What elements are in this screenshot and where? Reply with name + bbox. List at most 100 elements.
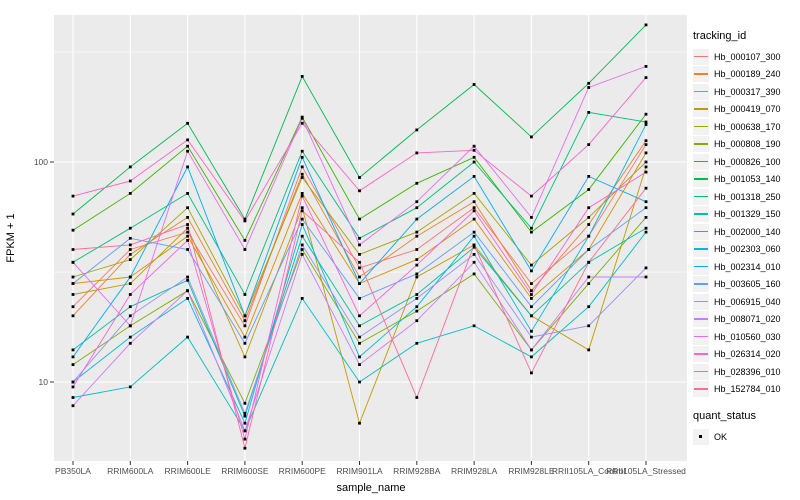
data-point <box>644 76 648 79</box>
legend-item-label: Hb_028396_010 <box>714 366 781 377</box>
data-point <box>472 200 476 204</box>
data-point <box>71 355 75 359</box>
legend-key-line-icon <box>694 195 708 198</box>
legend-item-label: Hb_000808_190 <box>714 139 781 150</box>
data-point <box>186 248 189 251</box>
data-point <box>644 165 648 169</box>
data-point <box>128 179 132 183</box>
data-point <box>243 217 247 221</box>
data-point <box>415 258 419 261</box>
data-point <box>71 363 75 366</box>
data-point <box>472 155 476 159</box>
data-point <box>186 192 189 195</box>
legend-key-swatch <box>693 346 709 363</box>
data-point <box>358 253 361 256</box>
legend-item-Hb_003605_160: Hb_003605_160 <box>693 276 798 294</box>
data-point <box>587 275 591 279</box>
data-point <box>128 236 132 240</box>
data-point <box>358 341 361 345</box>
data-point <box>243 355 247 359</box>
legend-key-swatch <box>693 153 709 170</box>
legend-item-Hb_002000_140: Hb_002000_140 <box>693 223 798 241</box>
data-point <box>358 275 361 279</box>
data-point <box>243 219 247 223</box>
legend-item-label: Hb_152784_010 <box>714 384 781 395</box>
data-point <box>300 121 304 125</box>
data-point <box>243 429 247 433</box>
x-tick-label: RRIM600LA <box>107 466 154 476</box>
data-point <box>644 160 648 164</box>
y-axis-title: FPKM + 1 <box>5 213 17 262</box>
legend-item-label: Hb_000107_300 <box>714 51 781 62</box>
data-point <box>71 314 75 318</box>
legend-key-swatch <box>693 136 709 153</box>
data-point <box>300 217 304 221</box>
data-point <box>243 248 247 251</box>
data-point <box>644 266 648 270</box>
data-point <box>186 138 189 142</box>
data-point <box>644 139 648 143</box>
data-point <box>128 314 132 318</box>
data-point <box>644 186 648 190</box>
legend-key-swatch <box>693 118 709 135</box>
data-point <box>358 217 361 221</box>
x-tick-label: RRIM600PE <box>279 466 327 476</box>
data-point <box>587 216 591 219</box>
data-point <box>243 239 247 242</box>
data-point <box>71 385 75 389</box>
data-point <box>587 305 591 309</box>
data-point <box>186 335 189 339</box>
legend-item-quant-ok: OK <box>693 428 798 446</box>
data-point <box>358 324 361 328</box>
legend-item-label: Hb_001053_140 <box>714 174 781 185</box>
x-tick-label: RRII105LA_Stressed <box>606 466 686 476</box>
legend-key-line-icon <box>694 108 708 110</box>
data-point <box>243 401 247 405</box>
legend-item-Hb_001329_150: Hb_001329_150 <box>693 206 798 224</box>
data-point <box>300 172 304 176</box>
data-point <box>530 293 533 296</box>
legend-key-line-icon <box>694 143 708 145</box>
data-point <box>358 297 361 300</box>
y-tick-label: 10 <box>39 377 49 387</box>
data-point <box>243 341 247 345</box>
data-point <box>530 226 533 230</box>
data-point <box>71 404 75 408</box>
data-point <box>358 380 361 384</box>
axis-tick-marks <box>50 161 647 465</box>
data-point <box>300 253 304 256</box>
legend-key-line-icon <box>694 125 708 128</box>
data-point <box>128 226 132 230</box>
data-point <box>300 149 304 153</box>
data-point <box>587 111 591 114</box>
data-point <box>587 81 591 85</box>
legend-item-label: Hb_010560_030 <box>714 331 781 342</box>
data-point <box>128 341 132 345</box>
x-axis-title: sample_name <box>336 482 405 494</box>
data-point <box>415 217 419 221</box>
data-point <box>472 175 476 178</box>
data-point <box>358 176 361 179</box>
data-point <box>71 396 75 399</box>
x-tick-label: RRIM928LA <box>451 466 498 476</box>
data-point <box>186 239 189 242</box>
data-point <box>644 275 648 279</box>
data-point <box>243 324 247 328</box>
data-point <box>243 421 247 425</box>
legend-key-line-icon <box>694 248 708 250</box>
data-point <box>71 212 75 216</box>
data-point <box>243 314 247 318</box>
legend-quant-items: OK <box>693 428 798 446</box>
data-point <box>472 206 476 210</box>
data-point <box>71 380 75 384</box>
x-tick-label: RRIM600SE <box>221 466 269 476</box>
x-tick-label: PB350LA <box>55 466 91 476</box>
legend-key-line-icon <box>694 265 708 268</box>
data-point <box>530 194 533 198</box>
data-point <box>415 200 419 204</box>
legend-item-Hb_000808_190: Hb_000808_190 <box>693 136 798 154</box>
legend-item-label: Hb_006915_040 <box>714 296 781 307</box>
legend-key-line-icon <box>694 283 708 285</box>
legend-key-point-icon <box>699 434 703 439</box>
